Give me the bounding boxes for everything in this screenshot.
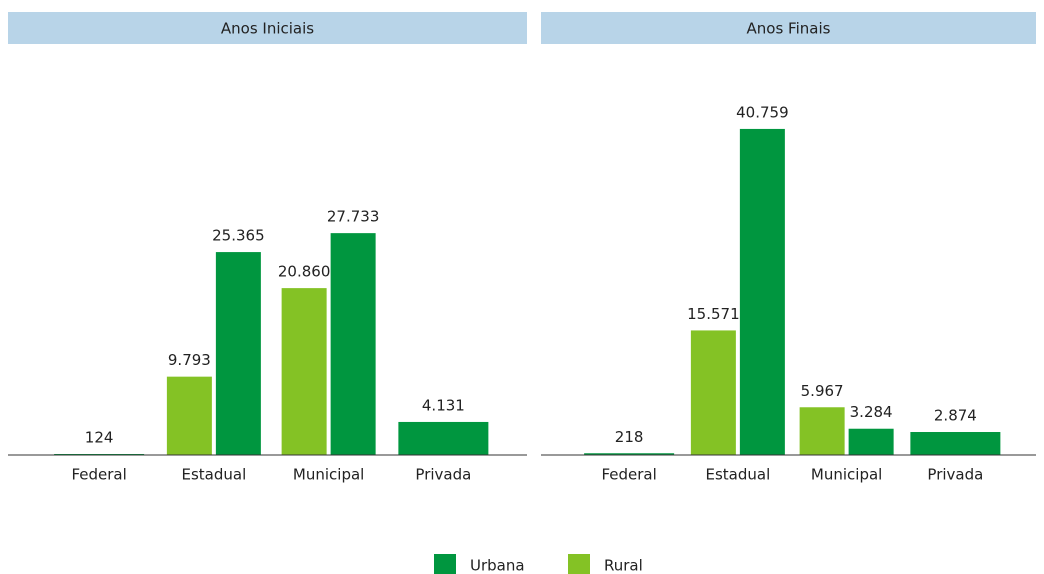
value-label: 4.131: [422, 396, 465, 414]
bar: [584, 453, 675, 455]
bar: [690, 330, 736, 455]
x-tick-label: Estadual: [705, 466, 770, 484]
value-label: 27.733: [327, 208, 380, 226]
x-tick-label: Privada: [415, 466, 471, 484]
legend-label: Urbana: [470, 557, 525, 574]
value-label: 3.284: [850, 403, 893, 421]
bar: [398, 421, 489, 455]
x-tick-label: Estadual: [181, 466, 246, 484]
legend-label: Rural: [604, 557, 643, 574]
panel-header: [541, 12, 1036, 44]
bar: [281, 288, 327, 455]
bar: [330, 233, 376, 455]
x-tick-label: Privada: [927, 466, 983, 484]
bar: [166, 376, 212, 455]
value-label: 25.365: [212, 227, 265, 245]
value-label: 5.967: [801, 382, 844, 400]
value-label: 20.860: [278, 263, 331, 281]
legend-swatch: [434, 554, 456, 574]
x-tick-label: Federal: [71, 466, 126, 484]
value-label: 2.874: [934, 407, 977, 425]
panel-title: Anos Iniciais: [221, 20, 314, 38]
bar: [739, 128, 785, 456]
value-label: 218: [615, 428, 644, 446]
bar: [910, 432, 1001, 455]
legend-swatch: [568, 554, 590, 574]
x-tick-label: Federal: [601, 466, 656, 484]
panel-title: Anos Finais: [747, 20, 831, 38]
value-label: 124: [85, 429, 114, 447]
x-tick-label: Municipal: [811, 466, 882, 484]
x-tick-label: Municipal: [293, 466, 364, 484]
panel-header: [8, 12, 527, 44]
bar: [215, 252, 261, 455]
value-label: 40.759: [736, 103, 789, 121]
value-label: 9.793: [168, 351, 211, 369]
bar: [799, 407, 845, 455]
value-label: 15.571: [687, 305, 740, 323]
bar: [848, 428, 894, 455]
